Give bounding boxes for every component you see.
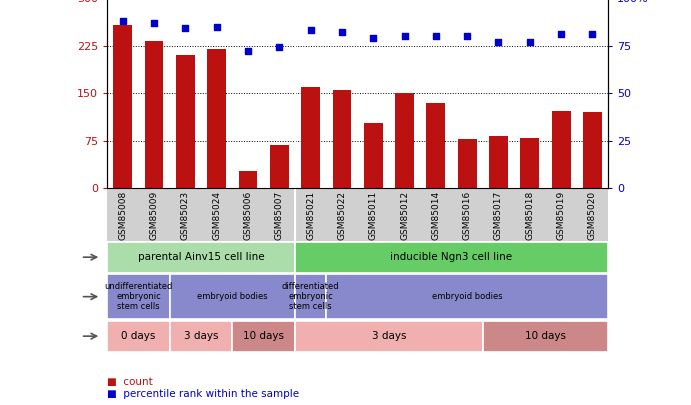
Bar bbox=[207, 49, 226, 188]
Text: GSM85024: GSM85024 bbox=[212, 191, 221, 240]
Point bbox=[399, 33, 410, 39]
Bar bbox=[395, 93, 414, 188]
Point bbox=[180, 25, 191, 32]
Point bbox=[149, 19, 160, 26]
Text: GSM85019: GSM85019 bbox=[557, 191, 566, 240]
Bar bbox=[583, 112, 602, 188]
Text: GSM85006: GSM85006 bbox=[243, 191, 252, 240]
Text: differentiated
embryonic
stem cells: differentiated embryonic stem cells bbox=[282, 282, 339, 311]
Point bbox=[462, 33, 473, 39]
Text: 3 days: 3 days bbox=[372, 331, 406, 341]
Text: embryoid bodies: embryoid bodies bbox=[432, 292, 502, 301]
Text: GSM85012: GSM85012 bbox=[400, 191, 409, 240]
Point bbox=[337, 29, 348, 36]
Text: GSM85016: GSM85016 bbox=[463, 191, 472, 240]
Bar bbox=[107, 242, 295, 273]
Point bbox=[117, 17, 129, 24]
Text: inducible Ngn3 cell line: inducible Ngn3 cell line bbox=[390, 252, 513, 262]
Text: GSM85007: GSM85007 bbox=[275, 191, 284, 240]
Point bbox=[305, 27, 316, 34]
Text: GSM85011: GSM85011 bbox=[369, 191, 378, 240]
Text: GSM85009: GSM85009 bbox=[149, 191, 158, 240]
Text: GSM85023: GSM85023 bbox=[181, 191, 190, 240]
Text: GSM85021: GSM85021 bbox=[306, 191, 315, 240]
Text: GSM85014: GSM85014 bbox=[431, 191, 440, 240]
Bar bbox=[364, 123, 383, 188]
Point bbox=[587, 31, 598, 37]
Bar bbox=[232, 321, 295, 352]
Bar bbox=[483, 321, 608, 352]
Text: 3 days: 3 days bbox=[184, 331, 218, 341]
Point bbox=[524, 38, 536, 45]
Bar bbox=[295, 321, 483, 352]
Text: ■  percentile rank within the sample: ■ percentile rank within the sample bbox=[107, 389, 299, 399]
Text: GSM85018: GSM85018 bbox=[525, 191, 534, 240]
Bar bbox=[170, 274, 295, 319]
Point bbox=[556, 31, 567, 37]
Bar bbox=[295, 242, 608, 273]
Text: GSM85020: GSM85020 bbox=[588, 191, 597, 240]
Point bbox=[493, 38, 504, 45]
Text: embryoid bodies: embryoid bodies bbox=[197, 292, 267, 301]
Text: undifferentiated
embryonic
stem cells: undifferentiated embryonic stem cells bbox=[104, 282, 173, 311]
Text: parental Ainv15 cell line: parental Ainv15 cell line bbox=[138, 252, 265, 262]
Text: 10 days: 10 days bbox=[525, 331, 566, 341]
Point bbox=[243, 48, 254, 55]
Bar bbox=[426, 103, 445, 188]
Bar bbox=[144, 41, 164, 188]
Bar bbox=[332, 90, 351, 188]
Bar bbox=[238, 171, 257, 188]
Bar bbox=[176, 55, 195, 188]
Point bbox=[430, 33, 442, 39]
Point bbox=[274, 44, 285, 51]
Bar bbox=[170, 321, 232, 352]
Bar bbox=[107, 321, 170, 352]
Bar bbox=[295, 274, 326, 319]
Bar bbox=[551, 111, 571, 188]
Bar bbox=[107, 274, 170, 319]
Bar bbox=[457, 139, 477, 188]
Bar bbox=[113, 25, 132, 188]
Bar bbox=[520, 138, 539, 188]
Bar bbox=[301, 87, 320, 188]
Text: GSM85022: GSM85022 bbox=[337, 191, 346, 240]
Text: 0 days: 0 days bbox=[121, 331, 155, 341]
Bar bbox=[326, 274, 608, 319]
Text: GSM85008: GSM85008 bbox=[118, 191, 127, 240]
Text: GSM85017: GSM85017 bbox=[494, 191, 503, 240]
Point bbox=[368, 35, 379, 41]
Text: ■  count: ■ count bbox=[107, 377, 153, 387]
Bar bbox=[489, 136, 508, 188]
Point bbox=[211, 23, 223, 30]
Text: 10 days: 10 days bbox=[243, 331, 284, 341]
Bar bbox=[270, 145, 289, 188]
